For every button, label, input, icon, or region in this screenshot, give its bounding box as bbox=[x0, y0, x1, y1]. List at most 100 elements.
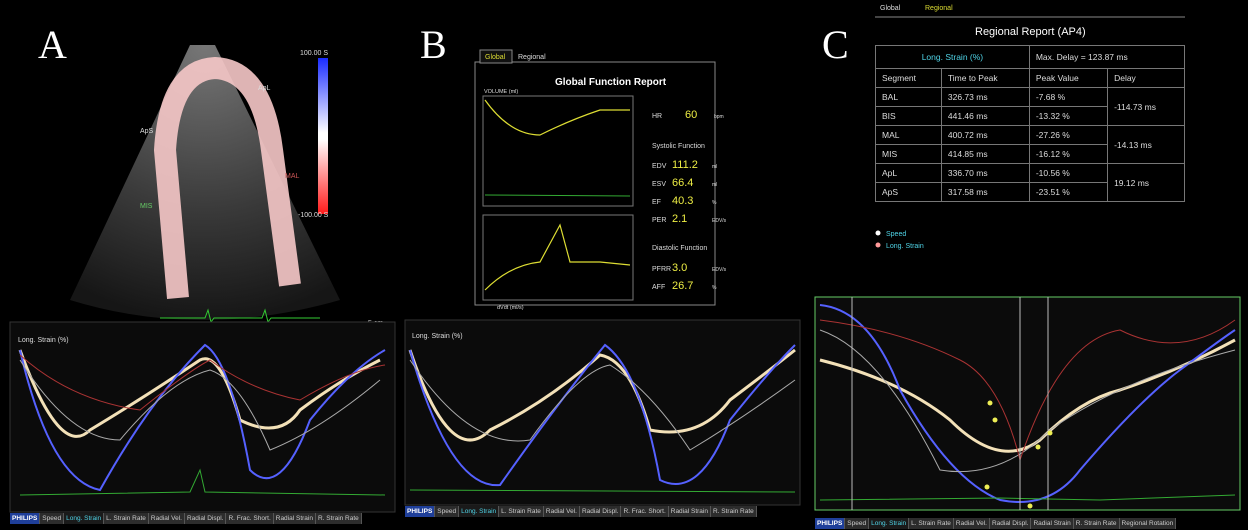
tab[interactable]: Radial Strain bbox=[668, 506, 711, 517]
segment-label: ApS bbox=[140, 128, 154, 135]
brand: PHILIPS bbox=[10, 513, 41, 524]
cell: -27.26 % bbox=[1028, 125, 1109, 145]
tab[interactable]: Long. Strain bbox=[869, 518, 910, 529]
cell: ApL bbox=[875, 163, 942, 183]
tab[interactable]: Radial Strain bbox=[1031, 518, 1074, 529]
table-row: MIS 414.85 ms -16.12 % bbox=[875, 144, 1185, 164]
tab[interactable]: R. Strain Rate bbox=[1073, 518, 1120, 529]
cell: MIS bbox=[875, 144, 942, 164]
tab[interactable]: L. Strain Rate bbox=[104, 513, 149, 524]
stat-unit: % bbox=[712, 200, 717, 206]
tab-label[interactable]: Regional bbox=[925, 5, 953, 12]
segment-label: MAL bbox=[285, 173, 300, 180]
stat-value: 66.4 bbox=[672, 177, 693, 189]
tab[interactable]: Speed bbox=[40, 513, 65, 524]
stat-name: PER bbox=[652, 217, 666, 224]
section-heading: Systolic Function bbox=[652, 143, 705, 150]
scale-label: 100.00 S bbox=[300, 50, 328, 57]
stat-unit: EDV/s bbox=[712, 267, 727, 273]
graph-title: Long. Strain (%) bbox=[18, 337, 69, 344]
brand: PHILIPS bbox=[815, 518, 846, 529]
delay-cell: -14.13 ms bbox=[1107, 125, 1185, 164]
stat-value: 60 bbox=[685, 109, 697, 121]
stat-value: 3.0 bbox=[672, 262, 687, 274]
echo-image bbox=[70, 45, 340, 320]
stat-value: 26.7 bbox=[672, 280, 693, 292]
tab[interactable]: Radial Displ. bbox=[184, 513, 227, 524]
max-delay: Max. Delay = 123.87 ms bbox=[1028, 45, 1186, 69]
tab-bar: PHILIPS Speed Long. Strain L. Strain Rate Ra… bbox=[815, 518, 1177, 529]
panel-label: A bbox=[38, 22, 67, 67]
cell: 326.73 ms bbox=[940, 87, 1030, 107]
cell: -16.12 % bbox=[1028, 144, 1109, 164]
tab-label[interactable]: Global bbox=[485, 54, 506, 61]
tab[interactable]: Radial Displ. bbox=[989, 518, 1032, 529]
tab[interactable]: Long. Strain bbox=[459, 506, 500, 517]
stat-unit: bpm bbox=[714, 114, 724, 120]
tab[interactable]: Speed bbox=[845, 518, 870, 529]
delay-cell: -114.73 ms bbox=[1107, 87, 1185, 126]
stat-unit: % bbox=[712, 285, 717, 291]
table-row: MAL 400.72 ms -27.26 % -14.13 ms bbox=[875, 125, 1185, 164]
brand: PHILIPS bbox=[405, 506, 436, 517]
tab[interactable]: L. Strain Rate bbox=[499, 506, 544, 517]
table-row: BIS 441.46 ms -13.32 % bbox=[875, 106, 1185, 126]
table-header: Segment Time to Peak Peak Value Delay bbox=[875, 68, 1185, 88]
tab-label[interactable]: Global bbox=[880, 5, 901, 12]
panel-label: C bbox=[822, 22, 849, 67]
stat-unit: ml bbox=[712, 182, 717, 188]
segment-label: ApL bbox=[258, 85, 271, 92]
stat-name: HR bbox=[652, 113, 662, 120]
column-header: Segment bbox=[875, 68, 942, 88]
color-bar bbox=[318, 58, 328, 214]
column-header: Peak Value bbox=[1028, 68, 1109, 88]
tab-bar: PHILIPS Speed Long. Strain L. Strain Rate Ra… bbox=[405, 506, 757, 517]
cell: 317.58 ms bbox=[940, 182, 1030, 202]
tab[interactable]: Radial Vel. bbox=[953, 518, 990, 529]
cell: 400.72 ms bbox=[940, 125, 1030, 145]
report-title: Global Function Report bbox=[555, 77, 667, 88]
cell: 441.46 ms bbox=[940, 106, 1030, 126]
tab[interactable]: L. Strain Rate bbox=[909, 518, 954, 529]
stat-name: ESV bbox=[652, 181, 666, 188]
tab[interactable]: R. Strain Rate bbox=[710, 506, 757, 517]
chart-label: dVdt (ml/s) bbox=[497, 305, 524, 311]
table-row: Long. Strain (%) Max. Delay = 123.87 ms bbox=[875, 45, 1186, 69]
report-frame bbox=[474, 61, 716, 306]
cell: 336.70 ms bbox=[940, 163, 1030, 183]
table-row: ApS 317.58 ms -23.51 % bbox=[875, 182, 1185, 202]
scale-label: -100.00 S bbox=[298, 212, 329, 219]
strain-graph: Long. Strain (%) Long. Strain (%) bbox=[9, 296, 1241, 513]
ecg bbox=[160, 308, 320, 324]
tab[interactable]: Radial Vel. bbox=[543, 506, 580, 517]
chart-label: VOLUME (ml) bbox=[484, 89, 518, 95]
report-title: Regional Report (AP4) bbox=[975, 26, 1086, 38]
tab[interactable]: Radial Vel. bbox=[148, 513, 185, 524]
cell: -13.32 % bbox=[1028, 106, 1109, 126]
cell: BIS bbox=[875, 106, 942, 126]
column-header: Delay bbox=[1107, 68, 1185, 88]
tab[interactable] bbox=[479, 49, 513, 64]
stat-value: 2.1 bbox=[672, 213, 687, 225]
tab[interactable]: R. Frac. Short. bbox=[226, 513, 274, 524]
tab[interactable]: R. Strain Rate bbox=[315, 513, 362, 524]
cell: -10.56 % bbox=[1028, 163, 1109, 183]
measure: Long. Strain (%) bbox=[875, 45, 1030, 69]
tab[interactable]: Radial Displ. bbox=[579, 506, 622, 517]
tab-label[interactable]: Regional bbox=[518, 54, 546, 61]
graph-title: Long. Strain (%) bbox=[412, 333, 463, 340]
panel-label: B bbox=[420, 22, 447, 67]
stat-unit: EDV/s bbox=[712, 218, 727, 224]
legend-label: Long. Strain bbox=[886, 243, 924, 250]
tab[interactable]: R. Frac. Short. bbox=[621, 506, 669, 517]
tab[interactable]: Regional Rotation bbox=[1119, 518, 1177, 529]
tab[interactable]: Speed bbox=[435, 506, 460, 517]
tab[interactable]: Radial Strain bbox=[273, 513, 316, 524]
segment-label: MIS bbox=[140, 203, 153, 210]
tab[interactable]: Long. Strain bbox=[64, 513, 105, 524]
stats: EDV 111.2 ml ESV 66.4 ml EF 40.3 % PER 2.1 EDV/s PFR… bbox=[652, 159, 727, 292]
stat-unit: ml bbox=[712, 164, 717, 170]
cell: -7.68 % bbox=[1028, 87, 1109, 107]
